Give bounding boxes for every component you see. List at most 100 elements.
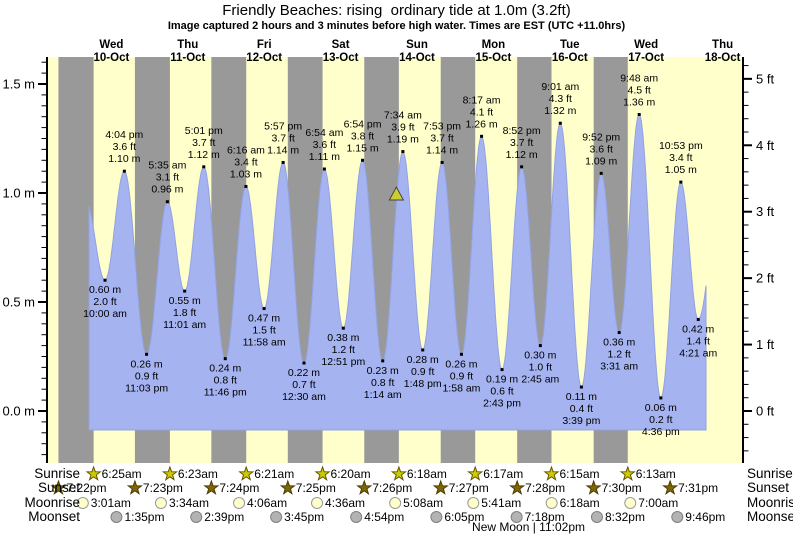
tide-curve — [88, 113, 707, 431]
high-tide-label: 7:34 am3.9 ft1.19 m — [384, 110, 422, 154]
tide-label-line: 0.28 m — [407, 354, 439, 366]
moonset-circle-icon — [510, 511, 523, 523]
moonset-row-label-left: Moonset — [28, 509, 80, 524]
tide-point-dot — [440, 160, 444, 164]
tide-label-line: 6:54 pm — [344, 118, 382, 130]
day-label-weekday: Tue — [560, 39, 580, 51]
moonrise-time: 5:41am — [481, 496, 521, 510]
tide-label-line: 2:43 pm — [483, 398, 521, 410]
sunrise-row: 6:25am 6:23am 6:21am 6:20am 6:18am 6:17am 6:15… — [85, 465, 676, 481]
sunrise-time: 6:15am — [559, 467, 599, 481]
tide-point-dot — [520, 165, 524, 169]
moonrise-row-label-left: Moonrise — [24, 495, 80, 510]
sunset-row-label-right: Sunset — [747, 480, 790, 495]
tide-label-line: 5:35 am — [148, 160, 186, 172]
sunset-row-label-left: Sunset — [37, 480, 80, 495]
sunset-time: 7:22pm — [66, 481, 106, 495]
tide-point-dot — [696, 317, 700, 321]
tide-point-dot — [361, 158, 365, 162]
left-axis-tick-label: 0.5 m — [2, 295, 35, 310]
day-label-date: 13-Oct — [323, 52, 359, 64]
sunset-star-icon — [662, 479, 679, 495]
tide-point-dot — [341, 326, 345, 330]
day-label-date: 11-Oct — [170, 52, 205, 64]
sunset-time: 7:25pm — [296, 481, 336, 495]
tide-label-line: 1.0 ft — [529, 362, 552, 374]
tide-label-line: 0.26 m — [131, 358, 163, 370]
sunrise-time: 6:13am — [636, 467, 676, 481]
tide-label-line: 1.19 m — [387, 134, 419, 146]
tide-label-line: 9:48 am — [620, 73, 658, 85]
high-tide-label: 9:01 am4.3 ft1.32 m — [541, 81, 580, 125]
tide-label-line: 0.38 m — [327, 332, 359, 344]
tide-label-line: 3.8 ft — [351, 130, 374, 142]
moonrise-circle-icon — [76, 497, 89, 509]
tide-label-line: 3.6 ft — [113, 141, 136, 153]
high-tide-label: 6:54 pm3.8 ft1.15 m — [344, 118, 382, 162]
moonrise-time: 6:18am — [560, 496, 600, 510]
left-axis-tick-label: 1.5 m — [2, 77, 35, 92]
moonset-row-label-right: Moonset — [747, 509, 793, 524]
day-label-weekday: Fri — [257, 39, 272, 51]
low-tide-label: 0.36 m1.2 ft3:31 am — [600, 331, 638, 373]
low-tide-label: 0.19 m0.6 ft2:43 pm — [483, 368, 521, 410]
tide-label-line: 6:16 am — [227, 144, 265, 156]
tide-point-dot — [599, 171, 603, 175]
new-moon-label: New Moon | 11:02pm — [472, 520, 585, 534]
moonrise-time: 4:06am — [247, 496, 287, 510]
sunrise-row-label-right: Sunrise — [747, 466, 793, 481]
high-tide-label: 8:52 pm3.7 ft1.12 m — [503, 125, 541, 169]
moonset-circle-icon — [270, 511, 283, 523]
moonset-time: 6:05pm — [444, 510, 484, 524]
sunrise-time: 6:23am — [178, 467, 218, 481]
tide-label-line: 1:14 am — [364, 389, 402, 401]
tide-label-line: 0.6 ft — [490, 386, 513, 398]
tide-label-line: 1.12 m — [506, 149, 538, 161]
day-label-weekday: Wed — [99, 39, 123, 51]
tide-point-dot — [322, 167, 326, 171]
left-axis-tick-label: 0.0 m — [2, 404, 35, 419]
sunrise-time: 6:25am — [102, 467, 142, 481]
tide-label-line: 3.7 ft — [430, 132, 453, 144]
tide-label-line: 1.14 m — [267, 144, 299, 156]
moonset-time: 8:32pm — [605, 510, 645, 524]
moonset-time: 4:54pm — [364, 510, 404, 524]
sunset-star-icon — [279, 479, 296, 495]
tide-label-line: 10:00 am — [83, 308, 127, 320]
moonrise-circle-icon — [545, 497, 558, 509]
day-label-date: 12-Oct — [246, 52, 282, 64]
right-axis-tick-label: 1 ft — [756, 337, 774, 352]
tide-point-dot — [538, 344, 542, 348]
moonrise-circle-icon — [389, 497, 402, 509]
tide-label-line: 0.4 ft — [570, 403, 593, 415]
sunset-star-icon — [585, 479, 602, 495]
tide-label-line: 1:48 pm — [404, 378, 442, 390]
left-axis-tick-label: 1.0 m — [2, 186, 35, 201]
tide-label-line: 1.5 ft — [252, 325, 275, 337]
tide-point-dot — [579, 385, 583, 389]
tide-label-line: 0.9 ft — [450, 370, 473, 382]
right-axis-tick-label: 5 ft — [756, 71, 774, 86]
tide-label-line: 5:01 pm — [185, 125, 223, 137]
tide-point-dot — [244, 184, 248, 188]
sunset-time: 7:31pm — [678, 481, 718, 495]
tide-label-line: 0.55 m — [169, 295, 201, 307]
tide-label-line: 9:01 am — [541, 81, 579, 93]
tide-point-dot — [202, 165, 206, 169]
sunset-star-icon — [126, 479, 144, 495]
tide-point-dot — [617, 331, 621, 335]
tide-label-line: 1.4 ft — [687, 335, 710, 347]
tide-label-line: 11:58 am — [243, 337, 286, 349]
tide-point-dot — [401, 150, 405, 154]
tide-label-line: 9:52 pm — [582, 131, 620, 143]
tide-label-line: 3.4 ft — [669, 152, 692, 164]
tide-label-line: 3.6 ft — [590, 143, 613, 155]
moonrise-time: 3:34am — [169, 496, 209, 510]
tide-label-line: 0.11 m — [566, 391, 598, 403]
sunset-time: 7:26pm — [372, 481, 412, 495]
tide-label-line: 11:03 pm — [125, 382, 168, 394]
